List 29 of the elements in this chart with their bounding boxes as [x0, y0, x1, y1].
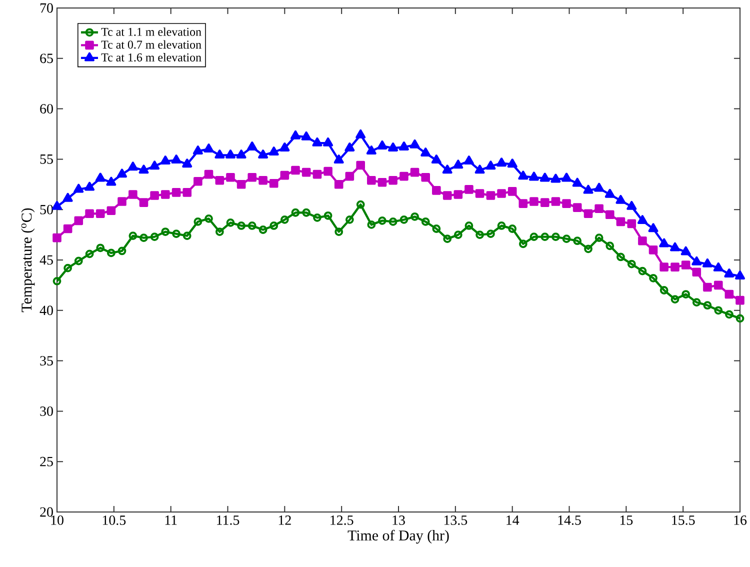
x-tick-label: 14.5: [558, 516, 581, 525]
x-tick-label: 11: [165, 516, 177, 525]
y-tick-label: 25: [40, 456, 53, 466]
legend-label: Tc at 1.1 m elevation: [101, 28, 202, 36]
x-tick-label: 15.5: [672, 516, 695, 525]
x-tick-label: 10: [51, 516, 64, 525]
y-tick-label: 20: [40, 507, 53, 517]
y-tick-label: 30: [40, 406, 53, 416]
y-tick-label: 65: [40, 54, 53, 64]
y-tick-label: 60: [40, 104, 53, 114]
x-tick-label: 15: [620, 516, 633, 525]
y-tick-label: 35: [40, 356, 53, 366]
legend-label: Tc at 1.6 m elevation: [101, 53, 202, 62]
x-tick-label: 16: [734, 516, 747, 525]
x-tick-label: 11.5: [217, 516, 240, 525]
x-tick-label: 13: [392, 516, 405, 525]
y-tick-label: 55: [40, 154, 53, 164]
x-axis-title: Time of Day (hr): [348, 530, 449, 544]
x-tick-label: 12: [278, 516, 291, 525]
y-tick-label: 70: [40, 3, 53, 13]
y-tick-label: 45: [40, 255, 53, 265]
y-tick-label: 50: [40, 204, 53, 214]
x-tick-label: 13.5: [444, 516, 468, 525]
y-axis-title: Temperature ($^{o}$C): [21, 208, 35, 312]
x-tick-label: 14: [506, 516, 520, 525]
x-tick-label: 12.5: [330, 516, 354, 525]
y-tick-label: 40: [40, 306, 53, 316]
x-tick-label: 10.5: [102, 516, 126, 525]
legend-label: Tc at 0.7 m elevation: [101, 40, 202, 49]
